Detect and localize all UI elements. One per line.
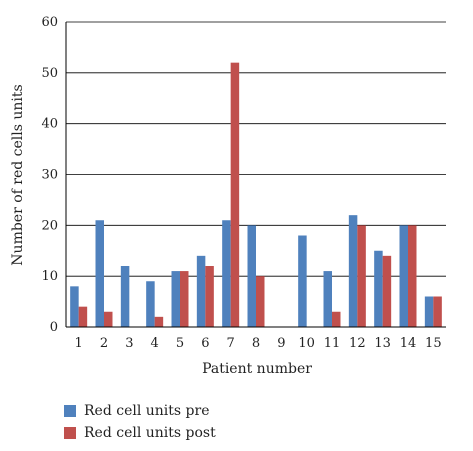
y-axis-title: Number of red cells units xyxy=(10,84,26,265)
y-tick-label: 20 xyxy=(41,218,58,233)
x-axis-title: Patient number xyxy=(202,361,312,377)
bar-pre-13 xyxy=(374,250,383,327)
x-tick-label: 8 xyxy=(252,336,260,351)
x-tick-label: 2 xyxy=(100,336,108,351)
x-tick-labels: 1 2 3 4 5 6 7 8 9 10 11 12 13 14 15 xyxy=(75,336,442,351)
x-tick-label: 12 xyxy=(349,336,366,351)
bar-pre-12 xyxy=(348,215,358,327)
x-tick-label: 3 xyxy=(125,336,133,351)
y-tick-label: 0 xyxy=(50,320,58,335)
bar-pre-4 xyxy=(146,281,155,327)
bar-post-8 xyxy=(256,276,265,327)
bar-pre-2 xyxy=(95,220,104,327)
bar-pre-7 xyxy=(222,220,231,327)
legend-item-pre: Red cell units pre xyxy=(64,400,216,422)
bar-post-6 xyxy=(205,266,214,327)
axes xyxy=(65,22,446,328)
y-tick-label: 50 xyxy=(41,66,58,81)
bar-post-14 xyxy=(408,225,417,327)
x-tick-label: 14 xyxy=(400,336,417,351)
x-tick-label: 6 xyxy=(201,336,209,351)
x-tick-label: 5 xyxy=(176,336,184,351)
y-tick-labels: 0 10 20 30 40 50 60 xyxy=(41,15,58,335)
y-tick-label: 30 xyxy=(41,168,58,183)
bar-pre-6 xyxy=(196,255,206,327)
x-tick-label: 1 xyxy=(75,336,83,351)
bar-post-7 xyxy=(230,62,240,328)
x-tick-label: 9 xyxy=(277,336,285,351)
legend: Red cell units pre Red cell units post xyxy=(64,400,216,444)
bars xyxy=(70,62,442,328)
bar-pre-1 xyxy=(70,286,79,327)
bar-post-1 xyxy=(78,306,88,327)
bar-post-5 xyxy=(180,271,189,327)
x-tick-label: 4 xyxy=(151,336,159,351)
bar-pre-10 xyxy=(298,235,307,327)
bar-pre-15 xyxy=(424,296,434,327)
legend-swatch-pre xyxy=(64,405,76,417)
bar-pre-14 xyxy=(399,225,408,327)
x-tick-label: 7 xyxy=(227,336,235,351)
y-tick-label: 60 xyxy=(41,15,58,30)
legend-label-post: Red cell units post xyxy=(84,425,216,441)
x-tick-label: 13 xyxy=(374,336,391,351)
x-tick-label: 11 xyxy=(324,336,341,351)
bar-pre-3 xyxy=(120,266,130,327)
bar-post-15 xyxy=(433,296,442,327)
legend-swatch-post xyxy=(64,427,76,439)
bar-post-11 xyxy=(332,311,341,327)
legend-item-post: Red cell units post xyxy=(64,422,216,444)
legend-label-pre: Red cell units pre xyxy=(84,403,210,419)
bar-post-2 xyxy=(104,311,113,327)
bar-pre-11 xyxy=(323,271,332,327)
bar-pre-5 xyxy=(171,271,180,327)
bar-post-4 xyxy=(154,316,164,327)
bar-post-13 xyxy=(382,255,392,327)
x-tick-label: 15 xyxy=(425,336,442,351)
y-tick-label: 40 xyxy=(41,117,58,132)
bar-pre-8 xyxy=(247,225,256,327)
y-tick-label: 10 xyxy=(41,269,58,284)
bar-post-12 xyxy=(357,225,366,327)
x-tick-label: 10 xyxy=(298,336,315,351)
